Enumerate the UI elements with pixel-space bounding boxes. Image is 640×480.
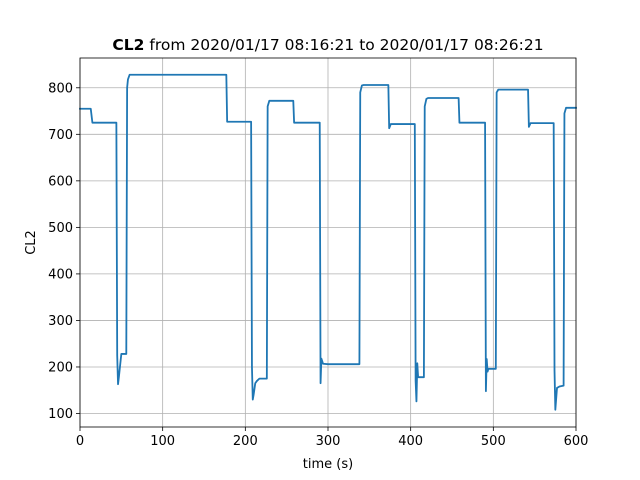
- x-tick-label: 100: [150, 434, 175, 449]
- series-line: [79, 73, 577, 411]
- y-tick-label: 400: [48, 267, 73, 282]
- y-axis-label: CL2: [24, 230, 39, 255]
- x-tick-label: 0: [76, 434, 84, 449]
- y-tick-label: 500: [48, 221, 73, 236]
- y-tick-label: 600: [48, 174, 73, 189]
- x-tick-label: 300: [316, 434, 341, 449]
- y-tick-label: 700: [48, 128, 73, 143]
- chart-title-bold: CL2: [112, 36, 144, 54]
- x-tick-label: 600: [564, 434, 589, 449]
- x-tick-label: 200: [233, 434, 258, 449]
- chart-title-rest: from 2020/01/17 08:16:21 to 2020/01/17 0…: [144, 36, 543, 54]
- x-tick-label: 400: [398, 434, 423, 449]
- chart-title: CL2 from 2020/01/17 08:16:21 to 2020/01/…: [112, 36, 543, 54]
- x-tick-label: 500: [481, 434, 506, 449]
- x-axis: 0 100 200 300 400 500 600: [76, 427, 589, 449]
- x-axis-label: time (s): [303, 457, 353, 472]
- y-tick-label: 800: [48, 81, 73, 96]
- y-tick-label: 300: [48, 314, 73, 329]
- y-axis: 100 200 300 400 500 600 700 800: [48, 81, 80, 422]
- y-tick-label: 100: [48, 407, 73, 422]
- y-tick-label: 200: [48, 360, 73, 375]
- series-layer: [79, 73, 577, 411]
- grid: [79, 58, 577, 427]
